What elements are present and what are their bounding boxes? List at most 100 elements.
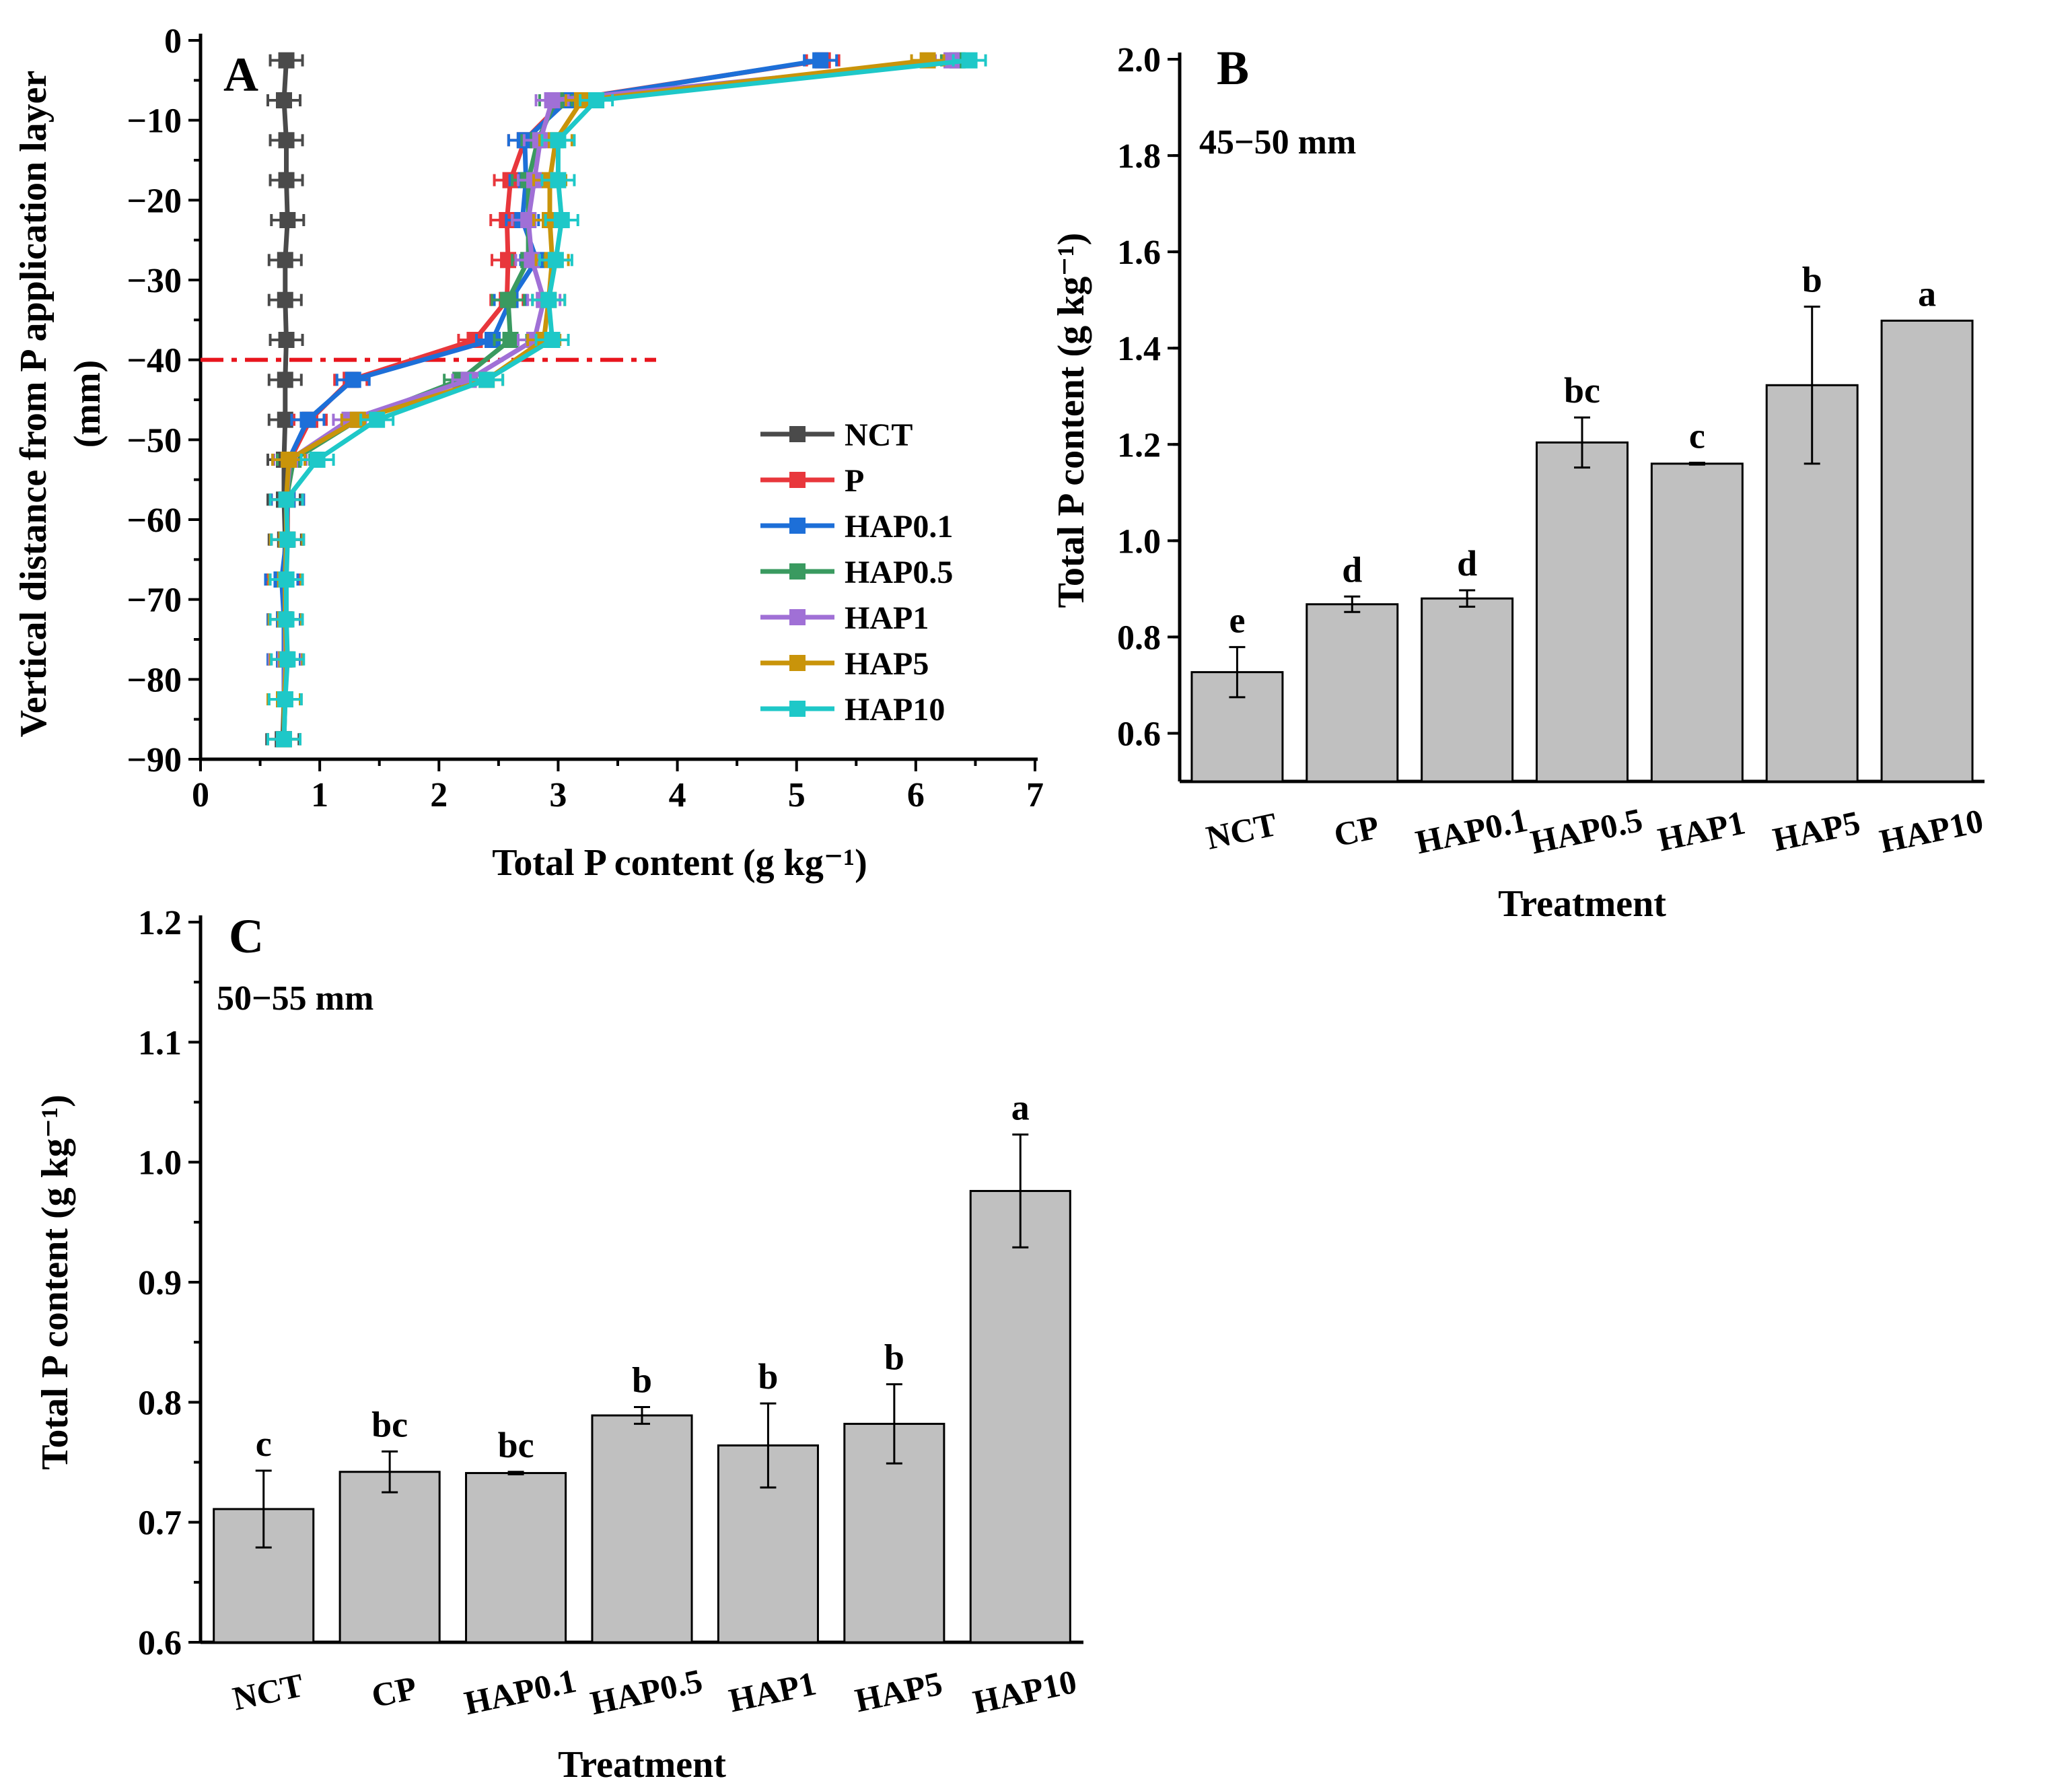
data-point — [278, 332, 295, 348]
y-tick-label: 0.6 — [1117, 715, 1161, 753]
series-line — [281, 58, 952, 740]
data-point — [544, 92, 561, 108]
panel-a-y-tick-label: −30 — [127, 262, 182, 300]
y-axis-title: Total P content (g kg⁻¹) — [34, 1094, 76, 1470]
category-label: HAP5 — [852, 1664, 945, 1719]
significance-letter: e — [1229, 600, 1245, 640]
x-axis-title: Treatment — [1498, 883, 1666, 925]
legend-marker — [789, 655, 806, 671]
category-label: HAP0.1 — [461, 1662, 579, 1722]
data-point — [309, 452, 326, 468]
legend-label: HAP10 — [845, 692, 945, 728]
significance-letter: c — [1689, 415, 1705, 456]
legend-label: HAP0.1 — [845, 509, 953, 545]
data-point — [540, 291, 557, 308]
category-label: HAP10 — [970, 1662, 1080, 1721]
data-point — [478, 372, 495, 388]
legend-marker — [789, 563, 806, 580]
bar — [1880, 319, 1974, 783]
panel-a-series-hap0-5 — [266, 52, 975, 748]
data-point — [278, 172, 295, 188]
category-label: CP — [368, 1669, 420, 1715]
data-point — [277, 252, 293, 269]
y-tick-label: 0.7 — [138, 1504, 182, 1543]
data-point — [279, 651, 296, 668]
data-point — [961, 52, 978, 69]
panel-a-y-axis-title-line1: Vertical distance from P application lay… — [13, 71, 55, 738]
panel-a-x-tick-label: 0 — [192, 776, 209, 814]
significance-letter: a — [1918, 273, 1936, 314]
significance-letter: a — [1011, 1088, 1030, 1128]
legend-marker — [789, 426, 806, 442]
legend-label: HAP0.5 — [845, 555, 953, 590]
category-label: NCT — [229, 1666, 307, 1718]
data-point — [550, 132, 567, 149]
panel-a-line-chart: 0 1 2 3 4 5 6 7 0 −10 −20 −30 −40 −50 −60 −70 −80 −90 NCT P… — [13, 22, 1044, 884]
panel-a-y-tick-label: 0 — [164, 22, 182, 61]
significance-letter: b — [758, 1356, 778, 1397]
legend-marker — [789, 701, 806, 717]
data-point — [279, 531, 296, 548]
panel-a-y-tick-label: −20 — [127, 182, 182, 220]
data-point — [278, 132, 295, 149]
series-line — [281, 58, 929, 740]
significance-letter: bc — [371, 1404, 408, 1444]
panel-a-x-tick-label: 1 — [311, 776, 328, 814]
y-tick-label: 0.8 — [1117, 619, 1161, 657]
bar — [1650, 462, 1744, 783]
data-point — [553, 212, 570, 228]
legend-label: HAP1 — [845, 600, 929, 636]
legend-label: P — [845, 463, 864, 499]
panel-letter: B — [1217, 41, 1249, 95]
data-point — [547, 252, 564, 269]
y-tick-label: 1.8 — [1117, 137, 1161, 176]
panel-a-y-tick-label: −50 — [127, 421, 182, 460]
data-point — [276, 92, 292, 108]
data-point — [277, 291, 293, 308]
bar — [1536, 441, 1629, 783]
legend-label: NCT — [845, 417, 913, 453]
panel-a-x-tick-label: 6 — [907, 776, 925, 814]
y-tick-label: 1.2 — [1117, 426, 1161, 464]
depth-annotation: 50−55 mm — [217, 979, 373, 1018]
series-line — [281, 58, 958, 740]
category-label: NCT — [1203, 805, 1280, 857]
legend-marker — [789, 472, 806, 488]
panel-a-series-hap1 — [266, 52, 969, 748]
panel-letter: C — [229, 909, 264, 963]
y-tick-label: 1.6 — [1117, 234, 1161, 272]
panel-a-series-hap5 — [266, 52, 945, 748]
series-line — [281, 58, 970, 740]
data-point — [278, 611, 295, 628]
data-point — [277, 372, 293, 388]
x-axis-title: Treatment — [558, 1744, 726, 1786]
data-point — [277, 691, 293, 707]
bar — [338, 1471, 441, 1644]
significance-letter: c — [256, 1424, 272, 1464]
y-axis-title: Total P content (g kg⁻¹) — [1050, 233, 1092, 608]
bar — [969, 1189, 1071, 1644]
panel-a-x-tick-label: 2 — [430, 776, 448, 814]
bar — [1306, 603, 1399, 783]
data-point — [544, 332, 561, 348]
significance-letter: b — [1802, 260, 1822, 300]
data-point — [281, 452, 297, 468]
data-point — [550, 172, 567, 188]
bar — [1421, 597, 1514, 783]
category-label: HAP1 — [725, 1664, 819, 1719]
data-point — [500, 291, 517, 308]
panel-a-y-tick-label: −70 — [127, 582, 182, 620]
y-tick-label: 1.1 — [138, 1024, 182, 1062]
data-point — [299, 411, 316, 428]
panel-a-y-tick-label: −80 — [127, 661, 182, 699]
panel-a-x-tick-label: 7 — [1026, 776, 1044, 814]
bar — [591, 1414, 693, 1644]
significance-letter: d — [1457, 543, 1477, 584]
data-point — [278, 571, 295, 588]
category-label: HAP10 — [1876, 802, 1987, 860]
panel-a-letter: A — [223, 48, 258, 102]
panel-a-x-tick-label: 4 — [669, 776, 686, 814]
data-point — [369, 411, 386, 428]
panel-a-x-tick-label: 3 — [549, 776, 567, 814]
panel-a-y-tick-label: −60 — [127, 501, 182, 540]
